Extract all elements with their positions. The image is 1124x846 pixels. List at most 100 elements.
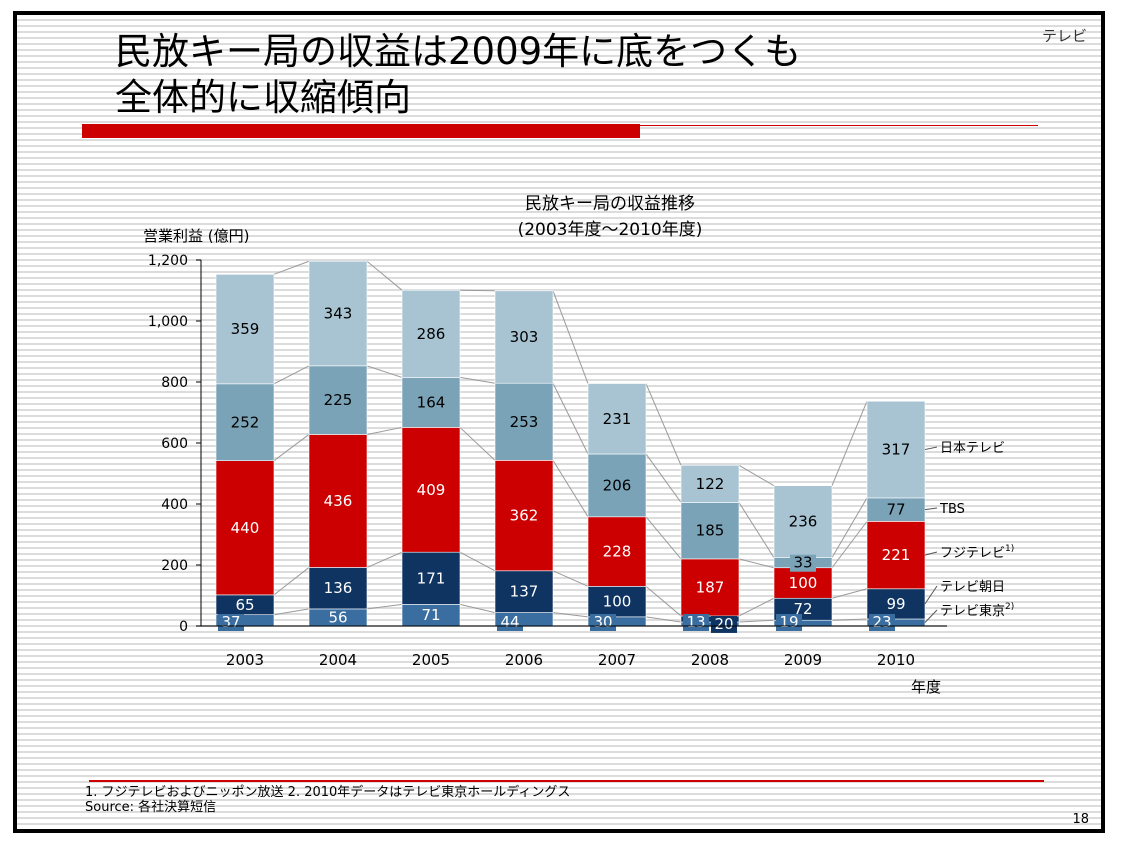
y-tick-label: 200 (161, 558, 188, 574)
legend-leader-line (924, 507, 938, 511)
y-axis-label: 営業利益 (億円) (143, 227, 249, 245)
data-label: 359 (231, 320, 260, 338)
connector-line (831, 588, 868, 599)
x-tick-label: 2004 (319, 651, 357, 669)
connector-line (738, 619, 775, 623)
bar-segment (401, 551, 461, 605)
data-label: 100 (603, 593, 632, 611)
x-tick-label: 2005 (412, 651, 450, 669)
data-label: 65 (235, 596, 254, 614)
data-label-box (711, 615, 737, 633)
connector-line (738, 558, 775, 569)
data-label: 171 (417, 569, 446, 587)
data-label: 44 (500, 613, 519, 631)
bar-segment (401, 377, 461, 428)
legend-label: TBS (939, 502, 965, 517)
slide-title: 民放キー局の収益は2009年に底をつくも 全体的に収縮傾向 (115, 29, 801, 121)
bar-segment (866, 588, 926, 620)
axes: 2003 2004 2005 2006 2007 2008 2009 201002004006… (148, 253, 947, 669)
legend-leader-line (924, 585, 938, 605)
connector-line (459, 551, 496, 572)
data-label: 317 (882, 441, 911, 459)
title-underline-rule (640, 125, 1038, 126)
connector-line (459, 289, 496, 292)
x-tick-label: 2007 (598, 651, 636, 669)
connector-line (831, 401, 868, 486)
data-label: 253 (510, 413, 539, 431)
bar-segment (494, 382, 554, 461)
data-label: 252 (231, 413, 260, 431)
data-label-box (776, 614, 802, 631)
bar-segment (773, 485, 833, 558)
data-label: 286 (417, 325, 446, 343)
legend-leader-line (924, 551, 938, 556)
chart-title: 民放キー局の収益推移 (525, 194, 695, 214)
legend-footnote-marker: 1) (1005, 544, 1014, 554)
connector-lines (273, 260, 868, 623)
x-tick-label: 2010 (877, 651, 915, 669)
data-label-box (497, 614, 523, 631)
legend-label: テレビ朝日 (940, 580, 1005, 595)
legend-leader-line (924, 609, 938, 623)
legend-footnote-marker: 2) (1005, 602, 1014, 612)
data-label-box (590, 614, 616, 631)
stacked-bar-chart: 民放キー局の収益推移 (2003年度～2010年度) 営業利益 (億円) 年度 … (143, 194, 1014, 696)
bar-segment (308, 434, 368, 568)
data-label: 20 (714, 615, 733, 633)
bar-segment (587, 516, 647, 587)
title-underline-bar (82, 124, 640, 138)
data-label: 303 (510, 328, 539, 346)
connector-line (552, 382, 589, 455)
connector-line (273, 260, 310, 275)
data-label: 56 (328, 608, 347, 626)
data-label: 231 (603, 410, 632, 428)
data-label: 13 (686, 613, 705, 631)
data-label: 185 (696, 522, 725, 540)
data-label: 23 (872, 613, 891, 631)
connector-line (459, 376, 496, 384)
data-label: 33 (793, 554, 812, 572)
data-label: 77 (886, 501, 905, 519)
legend-label: フジテレビ1) (940, 544, 1014, 561)
footnotes: 1. フジテレビおよびニッポン放送 2. 2010年データはテレビ東京ホールディ… (85, 785, 570, 815)
bar-segment (587, 383, 647, 455)
connector-line (645, 516, 682, 560)
x-tick-label: 2003 (226, 651, 264, 669)
bar-segment (401, 289, 461, 378)
data-label: 137 (510, 583, 539, 601)
legend: テレビ東京2) テレビ朝日 フジテレビ1) TBS 日本テレビ (924, 441, 1014, 623)
connector-line (366, 260, 403, 291)
connector-line (366, 365, 403, 378)
bar-segment (215, 383, 275, 461)
bar-segment (494, 460, 554, 572)
data-label: 206 (603, 476, 632, 494)
connector-line (273, 567, 310, 596)
data-label: 30 (593, 613, 612, 631)
page-number: 18 (1072, 812, 1089, 827)
data-label: 221 (882, 546, 911, 564)
connector-line (552, 460, 589, 518)
data-label: 362 (510, 507, 539, 525)
data-label: 164 (417, 393, 446, 411)
data-label: 409 (417, 481, 446, 499)
connector-line (552, 290, 589, 384)
y-tick-label: 1,200 (148, 253, 188, 269)
connector-line (459, 603, 496, 614)
bar-segment (308, 567, 368, 610)
slide-title-line-1: 民放キー局の収益は2009年に底をつくも (115, 30, 802, 73)
data-label: 37 (221, 613, 240, 631)
legend-label: 日本テレビ (940, 441, 1005, 456)
data-label: 122 (696, 475, 725, 493)
bar-segment (401, 427, 461, 553)
bar-segment (587, 586, 647, 618)
data-label: 72 (793, 600, 812, 618)
legend-label: テレビ東京2) (940, 602, 1014, 619)
bar-segment (866, 400, 926, 499)
bar-segment (215, 460, 275, 596)
data-label: 343 (324, 305, 353, 323)
x-axis-label: 年度 (911, 678, 941, 696)
bar-segment (494, 290, 554, 384)
connector-line (273, 365, 310, 385)
footnote-text: 1. フジテレビおよびニッポン放送 2. 2010年データはテレビ東京ホールディ… (85, 785, 571, 800)
